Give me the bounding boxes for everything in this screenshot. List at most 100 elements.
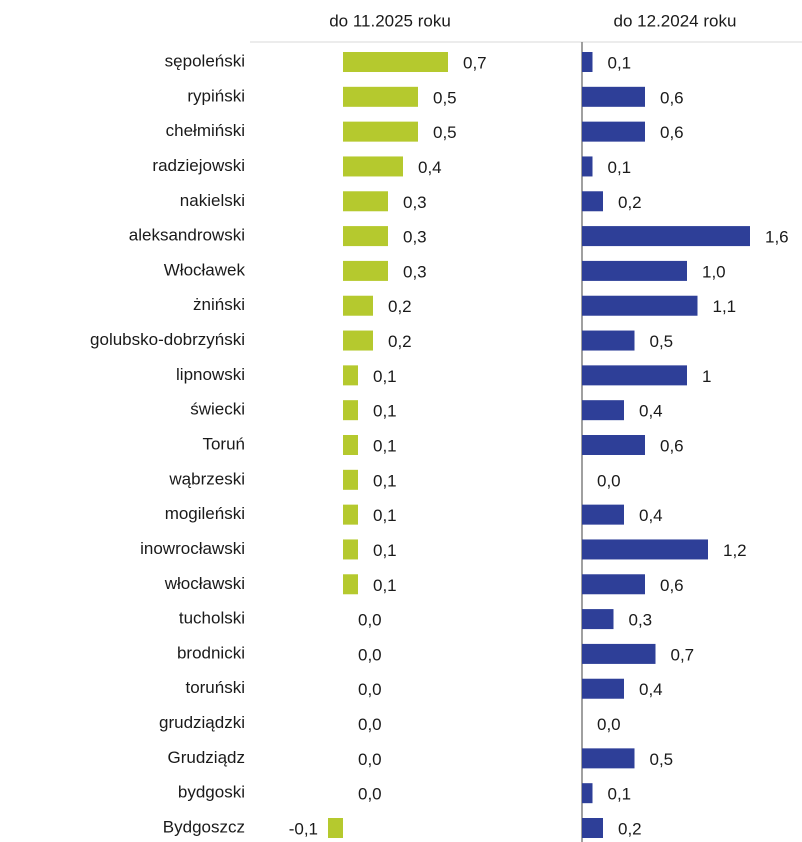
- value-label: 1: [702, 367, 711, 386]
- bar: [343, 121, 418, 142]
- series-header: do 12.2024 roku: [614, 11, 737, 30]
- value-label: 1,2: [723, 541, 747, 560]
- bar: [582, 435, 645, 455]
- category-label: tucholski: [179, 609, 245, 628]
- category-label: radziejowski: [152, 156, 245, 175]
- value-label: 0,6: [660, 88, 684, 107]
- category-label: sępoleński: [165, 51, 245, 70]
- bar: [343, 86, 418, 107]
- value-label: 1,1: [713, 297, 737, 316]
- bar: [328, 818, 343, 838]
- bar: [343, 539, 358, 560]
- value-label: 0,2: [618, 193, 642, 212]
- category-label: Toruń: [202, 434, 245, 453]
- value-label: 0,4: [639, 680, 663, 699]
- bar: [582, 156, 593, 177]
- bar: [582, 748, 635, 769]
- value-label: 0,0: [358, 715, 382, 734]
- value-label: 0,5: [433, 123, 457, 142]
- bar: [343, 295, 373, 316]
- category-label: mogileński: [165, 504, 245, 523]
- value-label: 0,0: [597, 715, 621, 734]
- bar: [582, 295, 698, 316]
- value-label: 0,0: [358, 645, 382, 664]
- value-label: 0,0: [358, 750, 382, 769]
- bar: [582, 365, 687, 386]
- category-label: żniński: [193, 295, 245, 314]
- value-label: 0,0: [358, 785, 382, 804]
- value-label: 0,5: [433, 88, 457, 107]
- category-label: bydgoski: [178, 783, 245, 802]
- value-label: -0,1: [289, 819, 318, 838]
- bar: [582, 52, 593, 72]
- category-label: aleksandrowski: [129, 226, 245, 245]
- bar: [582, 191, 603, 212]
- value-label: 0,1: [608, 53, 632, 72]
- bar: [582, 400, 624, 421]
- value-label: 0,6: [660, 436, 684, 455]
- value-label: 0,6: [660, 123, 684, 142]
- value-label: 0,3: [403, 228, 427, 247]
- value-label: 0,3: [403, 262, 427, 281]
- category-label: toruński: [185, 678, 245, 697]
- bar: [582, 574, 645, 595]
- bar: [343, 226, 388, 247]
- series-header: do 11.2025 roku: [329, 11, 451, 30]
- value-label: 0,5: [650, 750, 674, 769]
- value-label: 0,0: [597, 471, 621, 490]
- value-label: 0,6: [660, 576, 684, 595]
- category-label: włocławski: [164, 574, 245, 593]
- bar: [582, 643, 656, 664]
- bar: [582, 504, 624, 525]
- bar: [343, 156, 403, 177]
- category-label: grudziądzki: [159, 713, 245, 732]
- value-label: 0,1: [373, 576, 397, 595]
- bar: [343, 260, 388, 281]
- category-label: brodnicki: [177, 643, 245, 662]
- bar: [582, 783, 593, 804]
- bar: [343, 504, 358, 525]
- category-label: lipnowski: [176, 365, 245, 384]
- value-label: 0,1: [608, 158, 632, 177]
- bar: [343, 191, 388, 212]
- value-label: 0,2: [618, 819, 642, 838]
- category-label: Bydgoszcz: [163, 817, 245, 836]
- bar: [343, 435, 358, 455]
- bar: [582, 678, 624, 699]
- bar: [343, 52, 448, 72]
- value-label: 0,4: [639, 506, 663, 525]
- bar: [582, 260, 687, 281]
- bar: [343, 365, 358, 386]
- category-label: świecki: [190, 400, 245, 419]
- bar: [343, 330, 373, 351]
- value-label: 0,1: [373, 367, 397, 386]
- bar: [582, 226, 750, 247]
- category-label: golubsko-dobrzyński: [90, 330, 245, 349]
- value-label: 0,1: [608, 785, 632, 804]
- bar: [582, 121, 645, 142]
- value-label: 0,0: [358, 680, 382, 699]
- value-label: 1,0: [702, 262, 726, 281]
- value-label: 0,7: [463, 53, 487, 72]
- value-label: 0,1: [373, 541, 397, 560]
- value-label: 0,7: [671, 645, 695, 664]
- bar: [582, 330, 635, 351]
- value-label: 0,3: [629, 611, 653, 630]
- category-label: Grudziądz: [168, 748, 245, 767]
- value-label: 0,4: [639, 402, 663, 421]
- value-label: 0,5: [650, 332, 674, 351]
- value-label: 0,1: [373, 402, 397, 421]
- value-label: 1,6: [765, 228, 789, 247]
- value-label: 0,2: [388, 297, 412, 316]
- value-label: 0,3: [403, 193, 427, 212]
- category-label: chełmiński: [166, 121, 245, 140]
- bar: [343, 469, 358, 490]
- category-label: Włocławek: [164, 260, 246, 279]
- bar: [343, 574, 358, 595]
- bar: [582, 539, 708, 560]
- value-label: 0,1: [373, 471, 397, 490]
- category-label: rypiński: [187, 86, 245, 105]
- value-label: 0,4: [418, 158, 442, 177]
- bar: [343, 400, 358, 421]
